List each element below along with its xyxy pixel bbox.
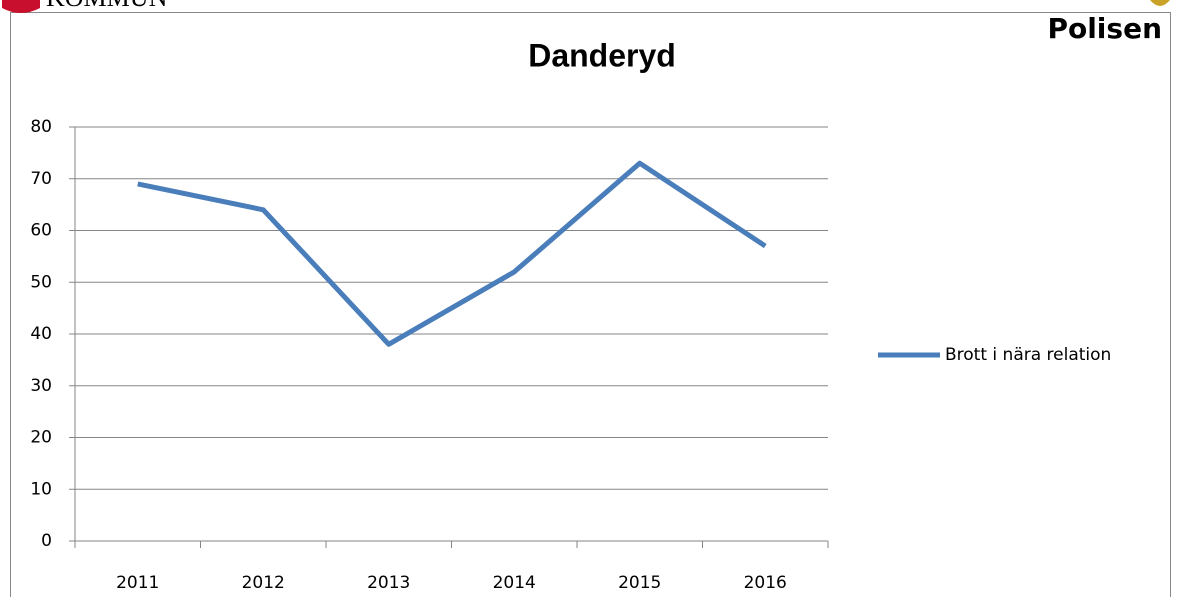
data-line: [137, 160, 767, 347]
x-tick-label: 2011: [116, 573, 159, 593]
y-tick-label: 10: [30, 479, 52, 499]
legend-label: Brott i nära relation: [945, 345, 1111, 365]
x-tick-label: 2013: [367, 573, 410, 593]
chart-frame: [10, 12, 1171, 597]
polisen-emblem: [1150, 0, 1170, 6]
y-tick-label: 0: [41, 531, 52, 551]
y-tick-label: 60: [30, 221, 52, 241]
y-tick-label: 70: [30, 169, 52, 189]
kommun-logo: KOMMUN: [46, 0, 168, 12]
y-tick-label: 80: [30, 117, 52, 137]
y-tick-label: 20: [30, 428, 52, 448]
polisen-logo: Polisen: [1047, 12, 1162, 45]
chart-title: Danderyd: [528, 37, 676, 73]
x-tick-label: 2012: [242, 573, 285, 593]
y-tick-label: 50: [30, 272, 52, 292]
x-tick-label: 2015: [618, 573, 661, 593]
y-tick-label: 30: [30, 376, 52, 396]
x-tick-label: 2014: [493, 573, 536, 593]
kommun-shield: [2, 0, 40, 13]
y-tick-label: 40: [30, 324, 52, 344]
x-tick-label: 2016: [744, 573, 787, 593]
